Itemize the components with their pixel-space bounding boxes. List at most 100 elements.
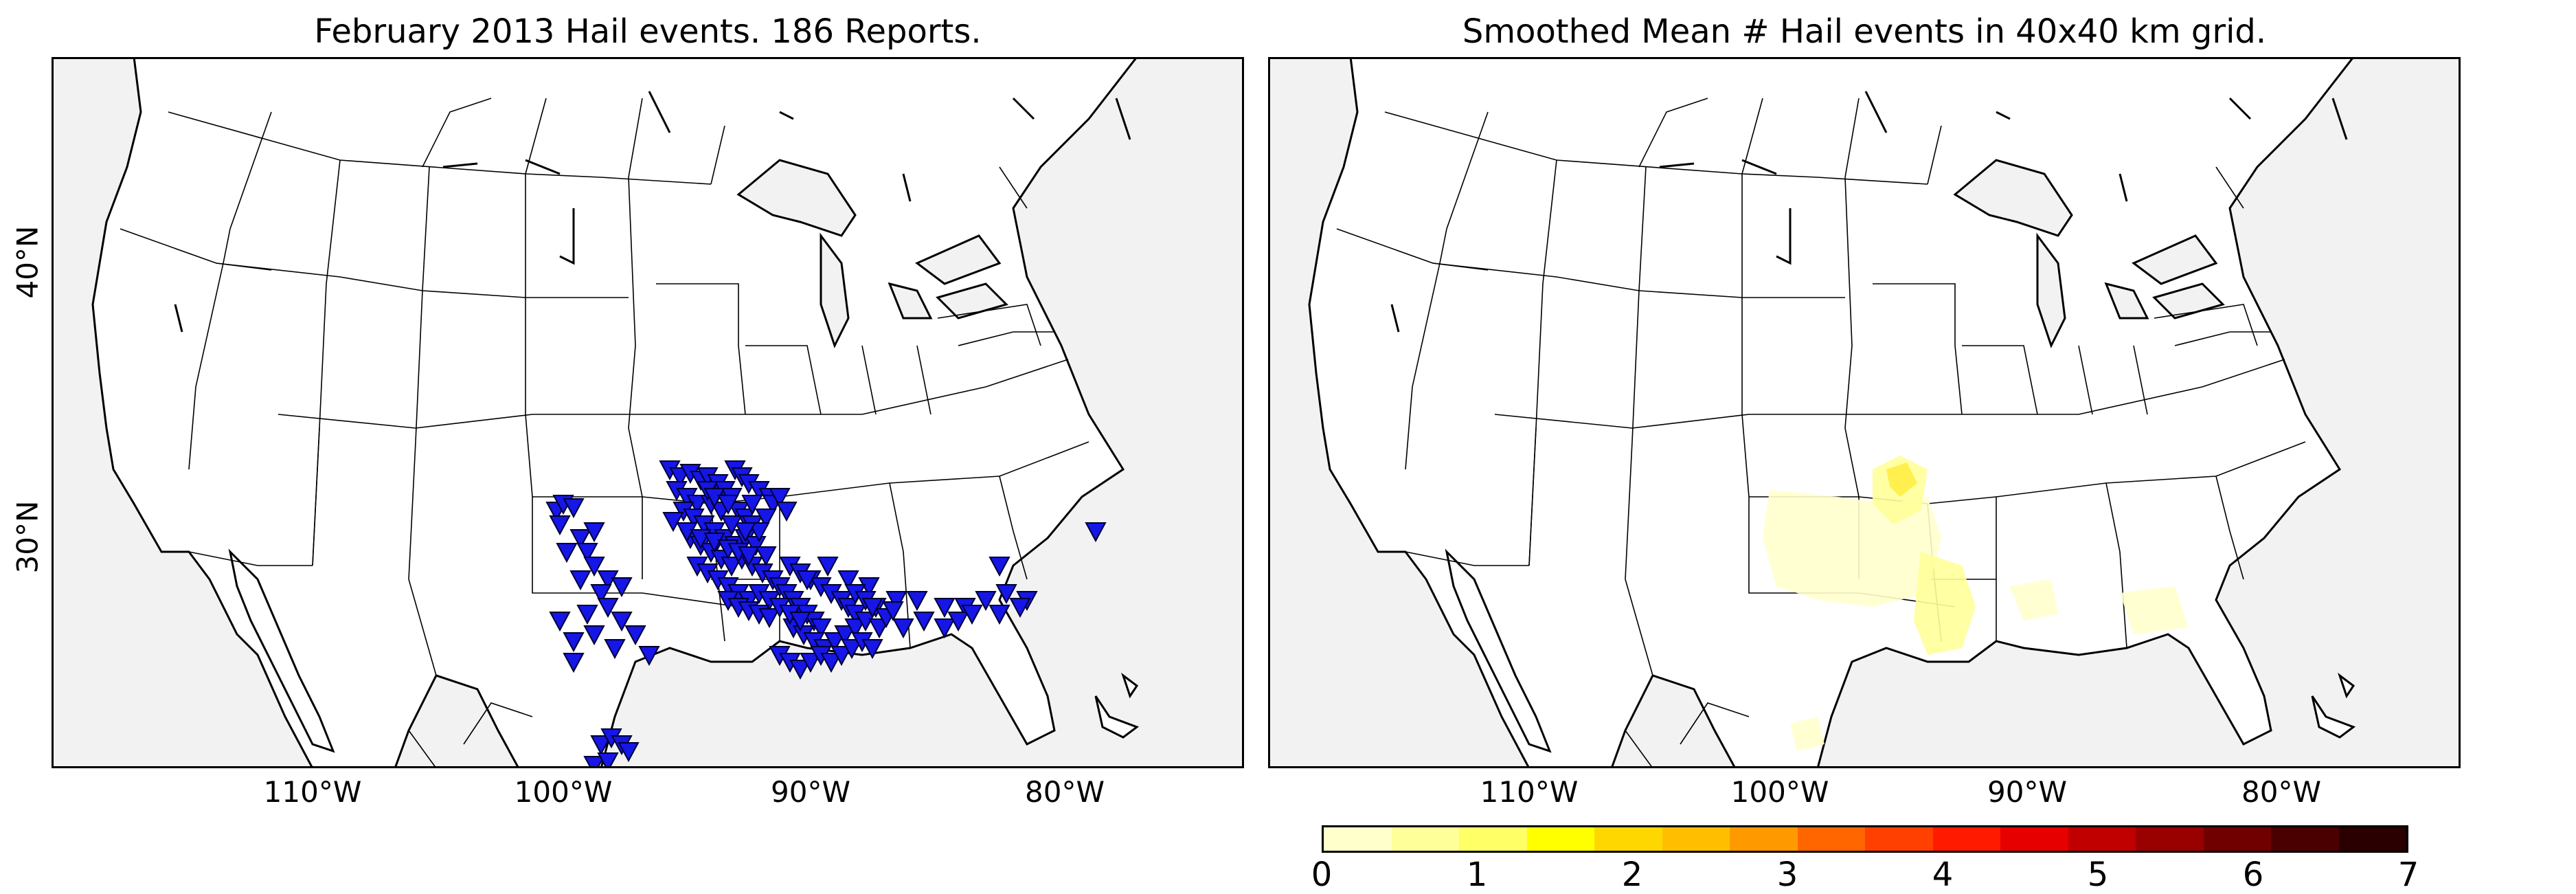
triangle-down-marker (604, 639, 626, 660)
lon-label-100w-right: 100°W (1730, 775, 1829, 809)
left-map-panel (52, 57, 1244, 768)
triangle-down-marker (755, 509, 777, 529)
triangle-down-marker (590, 584, 612, 605)
left-map-frame (52, 57, 1244, 768)
triangle-down-marker (776, 502, 798, 522)
lon-label-90w-left: 90°W (771, 775, 850, 809)
triangle-down-marker (834, 625, 856, 646)
triangle-down-marker (1009, 598, 1031, 618)
triangle-down-marker (721, 515, 743, 536)
right-map (1268, 57, 2461, 768)
triangle-down-marker (755, 546, 777, 567)
triangle-down-marker (576, 543, 598, 563)
triangle-down-marker (583, 625, 605, 646)
colorbar-tick-label: 0 (1311, 856, 1333, 894)
triangle-down-marker (590, 735, 612, 756)
triangle-down-marker (906, 591, 928, 612)
triangle-down-marker (769, 488, 791, 509)
triangle-down-marker (741, 495, 763, 515)
colorbar (1322, 825, 2408, 853)
right-map-frame (1268, 57, 2461, 768)
triangle-down-marker (820, 653, 842, 673)
triangle-down-marker (934, 618, 956, 639)
triangle-down-marker (611, 612, 633, 632)
triangle-down-marker (583, 557, 605, 577)
colorbar-segment (2271, 827, 2339, 851)
left-map (52, 57, 1244, 768)
colorbar-tick-label: 1 (1466, 856, 1488, 894)
hail-density-heatmap (1763, 456, 2189, 751)
triangle-down-marker (913, 612, 935, 632)
triangle-down-marker (861, 639, 883, 660)
triangle-down-marker (597, 598, 619, 618)
triangle-down-marker (556, 543, 578, 563)
triangle-down-marker (885, 591, 907, 612)
triangle-down-marker (861, 598, 883, 618)
triangle-down-marker (734, 522, 756, 543)
triangle-down-marker (624, 625, 646, 646)
triangle-down-marker (961, 605, 983, 625)
colorbar-tick-label: 2 (1621, 856, 1643, 894)
hail-report-markers (545, 460, 1107, 768)
triangle-down-marker (844, 618, 866, 639)
colorbar-segment (2068, 827, 2136, 851)
lon-label-90w-right: 90°W (1987, 775, 2067, 809)
triangle-down-marker (611, 577, 633, 598)
triangle-down-marker (975, 591, 997, 612)
colorbar-segment (1730, 827, 1798, 851)
right-panel-title: Smoothed Mean # Hail events in 40x40 km … (1462, 12, 2267, 51)
colorbar-segment (2203, 827, 2271, 851)
triangle-down-marker (892, 618, 914, 639)
right-map-panel (1268, 57, 2461, 768)
triangle-down-marker (583, 756, 605, 768)
colorbar-segment (1797, 827, 1865, 851)
colorbar-segment (2338, 827, 2406, 851)
triangle-down-marker (576, 605, 598, 625)
triangle-down-marker (597, 752, 619, 768)
triangle-down-marker (563, 498, 585, 519)
lon-label-110w-right: 110°W (1480, 775, 1579, 809)
colorbar-segment (2136, 827, 2204, 851)
triangle-down-marker (721, 557, 743, 577)
triangle-down-marker (549, 515, 571, 536)
triangle-down-marker (934, 598, 956, 618)
triangle-down-marker (569, 570, 591, 591)
triangle-down-marker (717, 495, 739, 515)
triangle-down-marker (748, 522, 770, 543)
triangle-down-marker (824, 632, 846, 653)
colorbar-tick-label: 6 (2242, 856, 2264, 894)
triangle-down-marker (563, 632, 585, 653)
colorbar-tick-label: 7 (2397, 856, 2419, 894)
colorbar-segment (1594, 827, 1662, 851)
colorbar-segment (1526, 827, 1594, 851)
lon-label-80w-left: 80°W (1025, 775, 1105, 809)
colorbar-tick-label: 4 (1932, 856, 1954, 894)
triangle-down-marker (789, 612, 811, 632)
left-panel-title: February 2013 Hail events. 186 Reports. (314, 12, 982, 51)
triangle-down-marker (796, 570, 818, 591)
colorbar-segment (1391, 827, 1459, 851)
triangle-down-marker (882, 601, 904, 622)
triangle-down-marker (745, 536, 767, 557)
lon-label-110w-left: 110°W (263, 775, 362, 809)
triangle-down-marker (563, 653, 585, 673)
triangle-down-marker (988, 557, 1010, 577)
colorbar-segment (2000, 827, 2068, 851)
triangle-down-marker (995, 584, 1017, 605)
triangle-down-marker (583, 522, 605, 543)
triangle-down-marker (738, 546, 760, 567)
triangle-down-marker (988, 605, 1010, 625)
triangle-down-marker (662, 512, 684, 533)
triangle-down-marker (789, 660, 811, 680)
colorbar-segment (1932, 827, 2000, 851)
colorbar-tick-label: 5 (2087, 856, 2109, 894)
triangle-down-marker (1085, 522, 1107, 543)
lat-label-30n: 30°N (10, 500, 45, 574)
lat-label-40n: 40°N (10, 225, 45, 299)
lon-label-80w-right: 80°W (2241, 775, 2321, 809)
colorbar-segment (1662, 827, 1730, 851)
triangle-down-marker (758, 608, 780, 629)
colorbar-segment (1865, 827, 1933, 851)
triangle-down-marker (810, 618, 832, 639)
triangle-down-marker (638, 646, 660, 667)
